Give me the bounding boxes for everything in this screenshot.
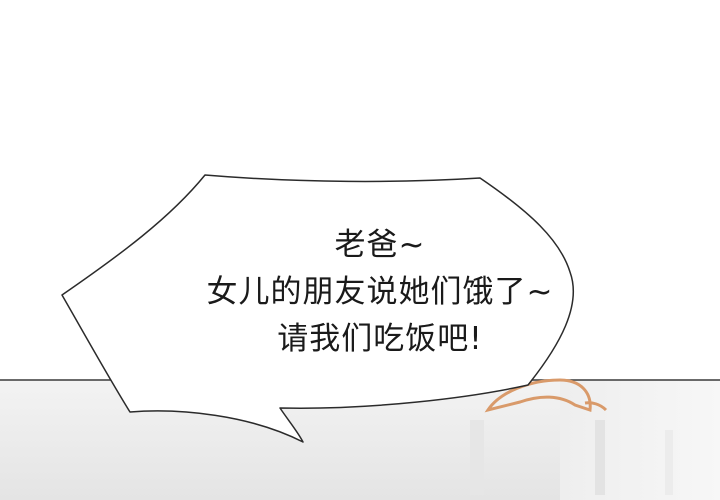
blurred-post (595, 420, 605, 495)
dialogue-line: 女儿的朋友说她们饿了~ (206, 274, 554, 310)
speech-bubble-text: 老爸~ 女儿的朋友说她们饿了~ 请我们吃饭吧! (100, 222, 660, 363)
speech-bubble (61, 174, 575, 443)
dialogue-line: 请我们吃饭吧! (277, 321, 483, 357)
character-hair-strand (584, 401, 608, 412)
background-blur-panel (560, 381, 720, 500)
blurred-post (665, 430, 673, 495)
character-hair (484, 378, 592, 413)
blurred-post (470, 420, 484, 495)
dialogue-line: 老爸~ (334, 227, 426, 263)
